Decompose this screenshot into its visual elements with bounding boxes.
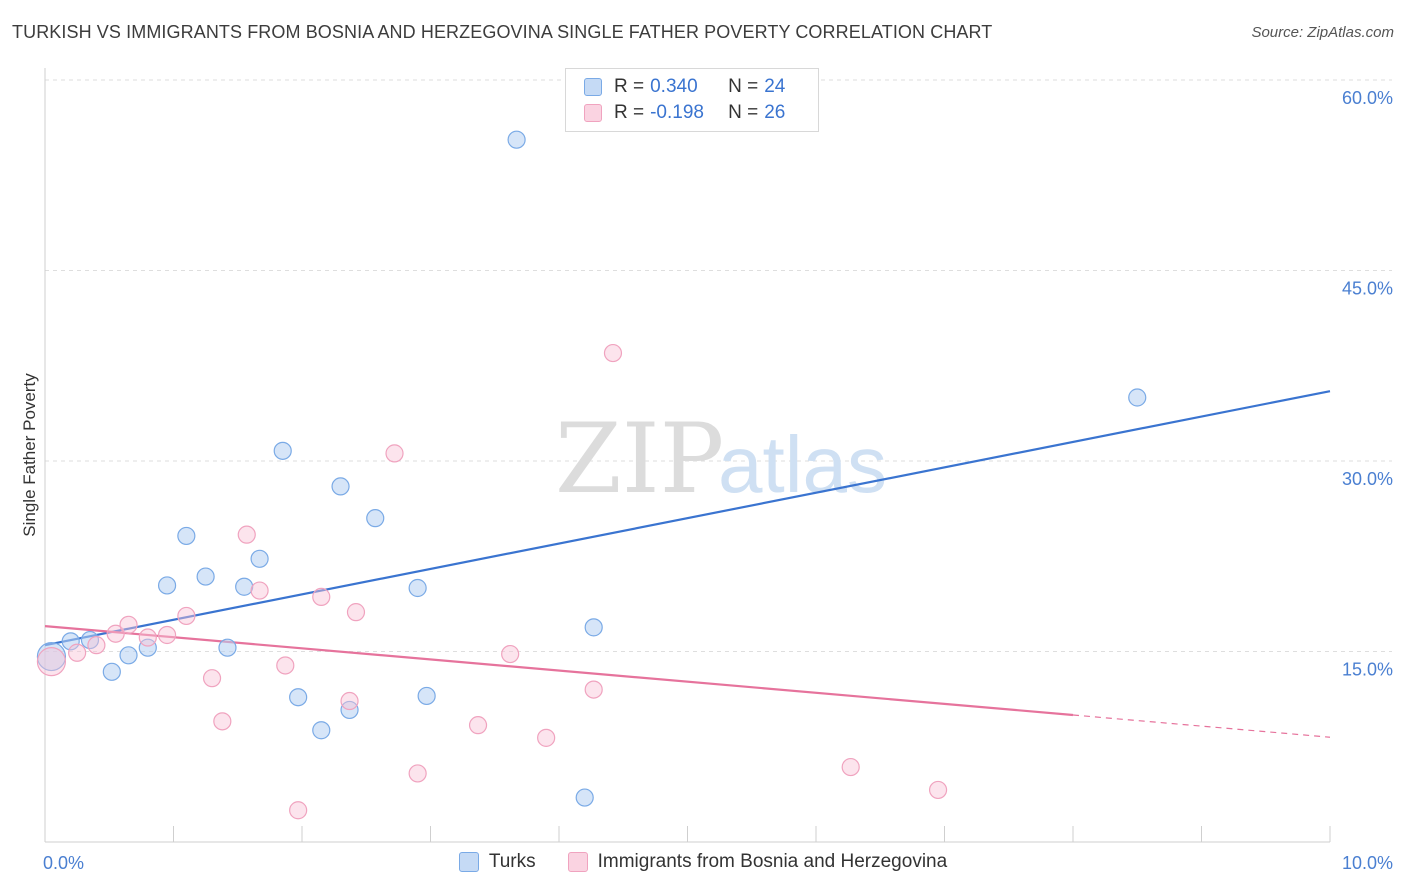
point-bosnia: [928, 780, 948, 800]
point-turks: [119, 646, 138, 665]
series-legend: Turks Immigrants from Bosnia and Herzego…: [0, 851, 1406, 873]
point-turks: [417, 686, 436, 706]
point-bosnia: [250, 581, 269, 600]
point-turks: [250, 549, 269, 568]
series-legend-turks: Turks: [458, 851, 536, 873]
point-bosnia: [68, 643, 87, 662]
point-turks: [235, 577, 254, 596]
point-turks: [273, 441, 292, 460]
y-tick-label: 45.0%: [1342, 279, 1393, 299]
y-axis-label: Single Father Poverty: [20, 373, 39, 537]
point-bosnia: [340, 691, 359, 711]
source-label: Source: ZipAtlas.com: [1251, 24, 1394, 41]
watermark-atlas: atlas: [718, 420, 887, 509]
legend-swatch-bosnia: [584, 104, 602, 122]
point-bosnia: [346, 603, 366, 622]
axes: [44, 68, 1331, 843]
chart-title: TURKISH VS IMMIGRANTS FROM BOSNIA AND HE…: [12, 22, 993, 42]
y-tick-label: 30.0%: [1342, 469, 1393, 489]
point-turks: [1128, 388, 1147, 407]
point-bosnia: [289, 801, 308, 820]
data-points: [36, 130, 1147, 820]
point-turks: [575, 788, 594, 807]
point-turks: [218, 638, 237, 657]
watermark: ZIP atlas: [555, 403, 887, 515]
x-tick-label: 0.0%: [43, 853, 84, 873]
point-bosnia: [603, 343, 623, 363]
point-bosnia: [276, 656, 295, 675]
legend-r-label: R =: [614, 76, 645, 97]
point-bosnia: [501, 644, 520, 664]
point-turks: [177, 526, 196, 546]
point-bosnia: [408, 764, 427, 783]
legend-r-label: R =: [614, 102, 645, 123]
legend-r-value: -0.198: [650, 102, 704, 123]
point-bosnia: [36, 647, 67, 677]
point-turks: [102, 662, 121, 681]
point-turks: [312, 721, 331, 740]
trend-line-bosnia: [44, 625, 1074, 717]
legend-n-label: N =: [728, 102, 759, 123]
point-bosnia: [87, 636, 106, 655]
point-bosnia: [202, 669, 222, 688]
point-turks: [196, 567, 215, 586]
y-tick-label: 60.0%: [1342, 88, 1393, 108]
point-bosnia: [841, 757, 860, 777]
point-bosnia: [213, 712, 232, 731]
point-turks: [366, 509, 385, 528]
legend-n-value: 26: [764, 102, 786, 123]
legend-n-value: 24: [764, 76, 786, 97]
correlation-legend: R = 0.340 N = 24 R = -0.198 N = 26: [565, 68, 819, 132]
grid-lines: [45, 79, 1392, 652]
point-turks: [138, 638, 157, 657]
y-tick-label: 15.0%: [1342, 660, 1393, 680]
legend-row-bosnia: R = -0.198 N = 26: [584, 101, 785, 125]
point-bosnia: [177, 606, 196, 626]
point-bosnia: [537, 728, 556, 747]
point-turks: [408, 578, 427, 598]
tick-labels: 15.0% 30.0% 45.0% 60.0% 0.0% 10.0%: [43, 88, 1393, 873]
x-tick-label: 10.0%: [1342, 853, 1393, 873]
point-turks: [331, 477, 350, 496]
point-turks: [289, 688, 308, 707]
series-label-turks: Turks: [488, 851, 536, 872]
point-bosnia: [157, 625, 177, 645]
legend-r-value: 0.340: [650, 76, 698, 97]
series-swatch-bosnia: [567, 852, 588, 872]
series-swatch-turks: [458, 852, 479, 872]
point-bosnia: [237, 525, 256, 544]
point-bosnia: [312, 587, 331, 606]
point-bosnia: [584, 680, 603, 699]
legend-n-label: N =: [728, 76, 759, 97]
point-bosnia: [385, 444, 404, 463]
legend-row-turks: R = 0.340 N = 24: [584, 75, 785, 99]
watermark-zip: ZIP: [555, 403, 724, 515]
trend-line-turks: [44, 390, 1331, 647]
trend-line-bosnia-extension: [1072, 714, 1331, 738]
point-bosnia: [106, 624, 125, 643]
point-turks: [157, 576, 177, 595]
series-label-bosnia: Immigrants from Bosnia and Herzegovina: [597, 851, 948, 872]
legend-swatch-turks: [584, 78, 602, 96]
point-turks: [507, 130, 526, 149]
trend-lines: [44, 390, 1331, 738]
point-turks: [584, 618, 603, 637]
point-bosnia: [119, 615, 138, 634]
point-bosnia: [138, 628, 157, 647]
point-turks: [61, 632, 80, 651]
point-bosnia: [468, 716, 488, 735]
series-legend-bosnia: Immigrants from Bosnia and Herzegovina: [567, 851, 948, 873]
